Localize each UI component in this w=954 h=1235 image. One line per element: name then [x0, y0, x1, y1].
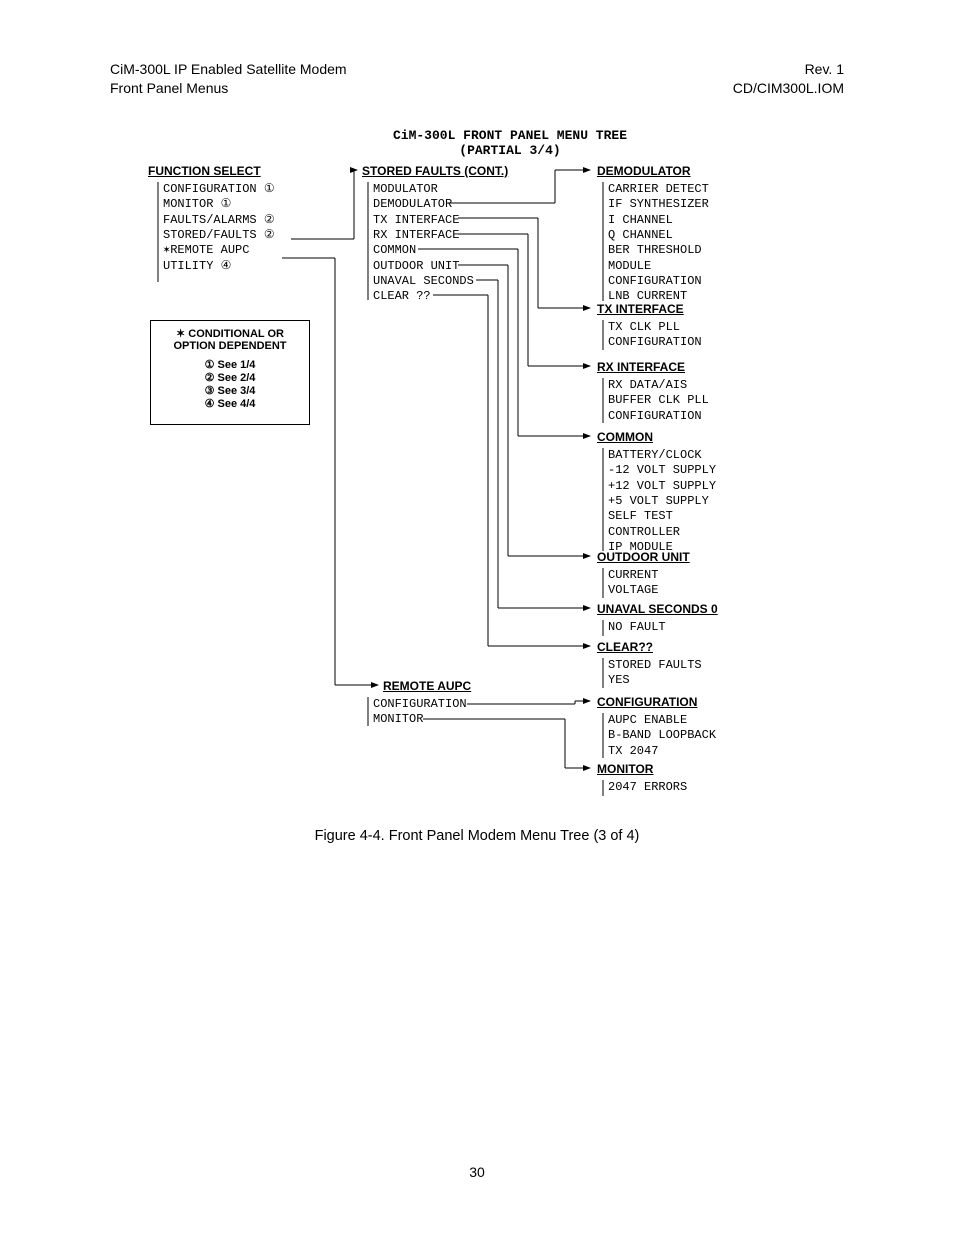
common-heading: COMMON — [597, 430, 653, 444]
note-line: ③ See 3/4 — [205, 385, 256, 397]
stored-faults-heading: STORED FAULTS (CONT.) — [362, 164, 508, 178]
menu-item: MODULATOR — [373, 182, 474, 197]
menu-item: RX INTERFACE — [373, 228, 474, 243]
title-line1: CiM-300L FRONT PANEL MENU TREE — [393, 128, 627, 143]
menu-item: TX INTERFACE — [373, 213, 474, 228]
menu-item: CONTROLLER — [608, 525, 716, 540]
menu-item: STORED/FAULTS ② — [163, 228, 275, 243]
function-select-heading: FUNCTION SELECT — [148, 164, 261, 178]
clear-heading: CLEAR?? — [597, 640, 653, 654]
menu-item: UTILITY ④ — [163, 259, 275, 274]
remote-aupc-heading: REMOTE AUPC — [383, 679, 471, 693]
remote-aupc-items: CONFIGURATION MONITOR — [373, 697, 467, 728]
tx-interface-items: TX CLK PLL CONFIGURATION — [608, 320, 702, 351]
menu-item: I CHANNEL — [608, 213, 709, 228]
note-line: ④ See 4/4 — [205, 398, 256, 410]
rx-interface-heading: RX INTERFACE — [597, 360, 685, 374]
clear-items: STORED FAULTS YES — [608, 658, 702, 689]
monitor-items: 2047 ERRORS — [608, 780, 687, 795]
menu-item: FAULTS/ALARMS ② — [163, 213, 275, 228]
unaval-seconds-heading: UNAVAL SECONDS 0 — [597, 602, 718, 616]
menu-item: VOLTAGE — [608, 583, 658, 598]
outdoor-unit-items: CURRENT VOLTAGE — [608, 568, 658, 599]
rx-interface-items: RX DATA/AIS BUFFER CLK PLL CONFIGURATION — [608, 378, 709, 424]
menu-item: +5 VOLT SUPPLY — [608, 494, 716, 509]
menu-item: BER THRESHOLD — [608, 243, 709, 258]
notes-heading: ✶ CONDITIONAL OR OPTION DEPENDENT — [151, 327, 309, 352]
configuration-items: AUPC ENABLE B-BAND LOOPBACK TX 2047 — [608, 713, 716, 759]
menu-item: AUPC ENABLE — [608, 713, 716, 728]
menu-item: CONFIGURATION ① — [163, 182, 275, 197]
menu-item: CARRIER DETECT — [608, 182, 709, 197]
demodulator-heading: DEMODULATOR — [597, 164, 691, 178]
page-number: 30 — [0, 1164, 954, 1180]
menu-item: B-BAND LOOPBACK — [608, 728, 716, 743]
menu-item: STORED FAULTS — [608, 658, 702, 673]
menu-item: MONITOR ① — [163, 197, 275, 212]
stored-faults-items: MODULATOR DEMODULATOR TX INTERFACE RX IN… — [373, 182, 474, 305]
menu-item: MODULE — [608, 259, 709, 274]
title-line2: (PARTIAL 3/4) — [459, 143, 560, 158]
note-line: ① See 1/4 — [205, 359, 256, 371]
header-left: CiM-300L IP Enabled Satellite Modem Fron… — [110, 60, 347, 98]
common-items: BATTERY/CLOCK -12 VOLT SUPPLY +12 VOLT S… — [608, 448, 716, 556]
outdoor-unit-heading: OUTDOOR UNIT — [597, 550, 690, 564]
menu-item: 2047 ERRORS — [608, 780, 687, 795]
document-page: CiM-300L IP Enabled Satellite Modem Fron… — [0, 0, 954, 1235]
menu-item: ✶REMOTE AUPC — [163, 243, 275, 258]
menu-item: DEMODULATOR — [373, 197, 474, 212]
figure-caption: Figure 4-4. Front Panel Modem Menu Tree … — [110, 828, 844, 844]
menu-item: TX CLK PLL — [608, 320, 702, 335]
note-line: ② See 2/4 — [205, 372, 256, 384]
menu-item: -12 VOLT SUPPLY — [608, 463, 716, 478]
menu-item: CONFIGURATION — [608, 335, 702, 350]
menu-item: SELF TEST — [608, 509, 716, 524]
demodulator-items: CARRIER DETECT IF SYNTHESIZER I CHANNEL … — [608, 182, 709, 305]
menu-item: BATTERY/CLOCK — [608, 448, 716, 463]
menu-item: CLEAR ?? — [373, 289, 474, 304]
menu-item: CONFIGURATION — [608, 274, 709, 289]
menu-item: UNAVAL SECONDS — [373, 274, 474, 289]
menu-item: YES — [608, 673, 702, 688]
menu-item: NO FAULT — [608, 620, 666, 635]
menu-tree-diagram: CiM-300L FRONT PANEL MENU TREE (PARTIAL … — [110, 128, 844, 828]
menu-item: Q CHANNEL — [608, 228, 709, 243]
menu-item: OUTDOOR UNIT — [373, 259, 474, 274]
menu-item: TX 2047 — [608, 744, 716, 759]
menu-item: +12 VOLT SUPPLY — [608, 479, 716, 494]
menu-item: IF SYNTHESIZER — [608, 197, 709, 212]
page-header: CiM-300L IP Enabled Satellite Modem Fron… — [110, 60, 844, 98]
menu-item: CONFIGURATION — [608, 409, 709, 424]
monitor-heading: MONITOR — [597, 762, 653, 776]
menu-item: RX DATA/AIS — [608, 378, 709, 393]
configuration-heading: CONFIGURATION — [597, 695, 697, 709]
function-select-items: CONFIGURATION ① MONITOR ① FAULTS/ALARMS … — [163, 182, 275, 274]
menu-item: BUFFER CLK PLL — [608, 393, 709, 408]
unaval-seconds-items: NO FAULT — [608, 620, 666, 635]
menu-item: CURRENT — [608, 568, 658, 583]
menu-item: MONITOR — [373, 712, 467, 727]
menu-item: CONFIGURATION — [373, 697, 467, 712]
header-right: Rev. 1 CD/CIM300L.IOM — [733, 60, 844, 98]
menu-item: COMMON — [373, 243, 474, 258]
notes-box: ✶ CONDITIONAL OR OPTION DEPENDENT ① See … — [150, 320, 310, 425]
tx-interface-heading: TX INTERFACE — [597, 302, 684, 316]
diagram-title: CiM-300L FRONT PANEL MENU TREE (PARTIAL … — [310, 128, 710, 159]
